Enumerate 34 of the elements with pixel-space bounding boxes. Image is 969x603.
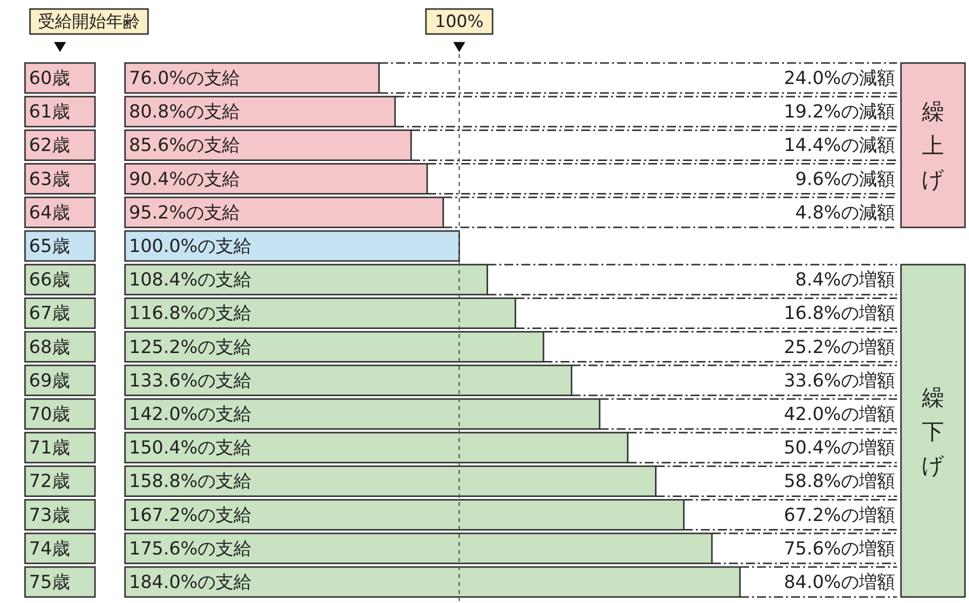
data-label: 80.8%の支給: [129, 102, 240, 123]
y-tick-label: 72歳: [29, 471, 70, 492]
data-label: 76.0%の支給: [129, 68, 240, 89]
y-tick-label: 63歳: [29, 168, 70, 190]
data-label: 184.0%の支給: [129, 572, 252, 593]
data-label: 90.4%の支給: [129, 168, 240, 190]
data-label: 100.0%の支給: [129, 236, 252, 257]
y-tick-label: 67歳: [29, 303, 70, 324]
data-label: 116.8%の支給: [129, 303, 252, 324]
data-label: 175.6%の支給: [129, 538, 252, 560]
y-tick-label: 60歳: [29, 68, 70, 89]
y-tick-label: 65歳: [29, 236, 70, 257]
y-tick-label: 71歳: [29, 438, 70, 459]
y-tick-label: 62歳: [29, 135, 70, 156]
y-tick-label: 66歳: [29, 270, 70, 291]
data-label: 167.2%の支給: [129, 504, 252, 526]
y-tick-label: 75歳: [29, 572, 70, 593]
ref-line-label: 100%: [434, 12, 484, 32]
y-tick-label: 70歳: [29, 404, 70, 425]
data-label: 85.6%の支給: [129, 135, 240, 156]
y-tick-label: 61歳: [29, 102, 70, 123]
y-tick-label: 64歳: [29, 202, 70, 224]
annotation: 受給開始年齢: [29, 8, 149, 35]
data-label: 150.4%の支給: [129, 438, 252, 459]
y-tick-label: 73歳: [29, 504, 70, 526]
y-tick-label: 68歳: [29, 336, 70, 358]
data-label: 95.2%の支給: [129, 202, 240, 224]
data-label: 125.2%の支給: [129, 336, 252, 358]
data-label: 133.6%の支給: [129, 370, 252, 392]
data-label: 142.0%の支給: [129, 404, 252, 425]
y-tick-label: 69歳: [29, 370, 70, 392]
data-label: 108.4%の支給: [129, 270, 252, 291]
data-label: 158.8%の支給: [129, 471, 252, 492]
y-tick-label: 74歳: [29, 538, 70, 560]
